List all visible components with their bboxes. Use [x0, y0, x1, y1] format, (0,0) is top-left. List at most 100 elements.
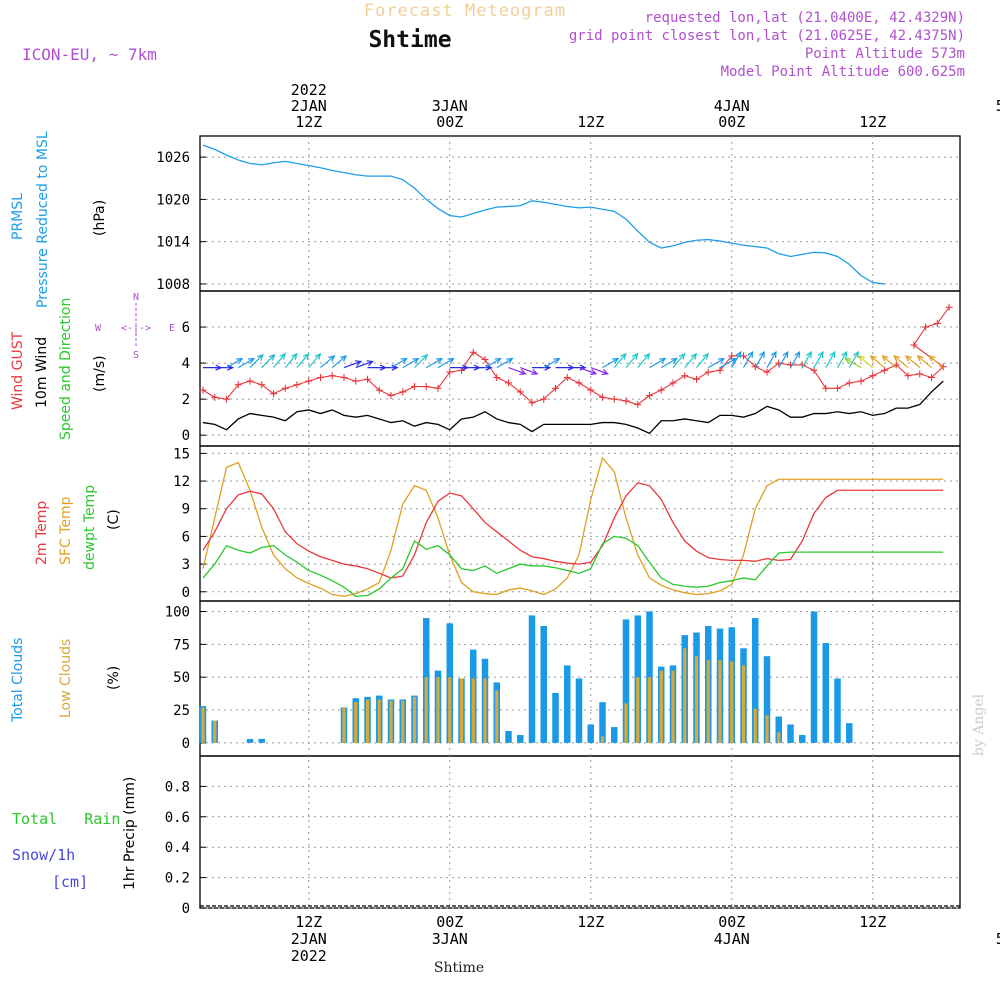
- low-cloud-bar: [342, 707, 346, 743]
- wind-arrow: [778, 351, 789, 368]
- total-cloud-label: Total Clouds: [10, 638, 26, 723]
- low-cloud-bar: [694, 656, 699, 743]
- low-cloud-bar: [600, 736, 605, 743]
- y-tick-label: 50: [173, 670, 190, 686]
- wind-arrow: [707, 358, 725, 369]
- wind-arrow-head: [852, 350, 859, 359]
- wind-arrow: [672, 353, 686, 368]
- total-cloud-bar: [787, 724, 794, 743]
- y-tick-label: 1008: [156, 277, 190, 293]
- wind-arrow: [320, 355, 335, 369]
- y-tick-label: 0: [182, 736, 190, 752]
- wind-arrow-head: [447, 357, 455, 364]
- pressure-line: [202, 144, 885, 285]
- total-cloud-bar: [834, 678, 841, 743]
- top-time-axis: 20222JAN12Z3JAN00Z12Z4JAN00Z12Z5JAN00Z: [291, 81, 1000, 131]
- wind-arrow: [905, 355, 921, 369]
- point-altitude: Point Altitude 573m: [805, 46, 965, 62]
- low-cloud-bar: [354, 702, 358, 743]
- wind-arrow-head: [494, 357, 502, 364]
- wind-arrow-head: [717, 357, 726, 364]
- wind-arrow: [331, 355, 347, 369]
- bottom-time-label: 12Z: [295, 913, 322, 931]
- wind-arrow-head: [302, 352, 310, 360]
- total-cloud-bar: [587, 724, 594, 743]
- total-cloud-bar: [799, 734, 806, 743]
- wind-arrow: [813, 351, 824, 368]
- wind-arrow: [402, 358, 419, 369]
- pressure-label: Pressure Reduced to MSL: [35, 131, 51, 308]
- wind-arrow-head: [770, 350, 777, 359]
- wind-arrow: [893, 355, 909, 369]
- bottom-time-label: 00Z: [718, 913, 745, 931]
- dewpt-line: [202, 535, 944, 598]
- total-cloud-bar: [517, 734, 524, 743]
- rain-label: Total Rain: [12, 810, 120, 828]
- precip-panel-frame: [199, 755, 961, 909]
- total-cloud-bar: [810, 611, 818, 743]
- low-cloud-bar: [741, 665, 746, 743]
- pressure-panel-frame: [199, 135, 961, 292]
- wind-arrow-head: [620, 352, 627, 360]
- wind-arrow-head: [805, 350, 812, 359]
- wind-arrow-head: [421, 353, 429, 361]
- y-tick-label: 0: [182, 428, 190, 444]
- wind-arrow: [660, 358, 678, 369]
- cloud-unit: (%): [106, 666, 122, 690]
- wind-arrow: [731, 351, 742, 368]
- top-time-label: 5JAN: [996, 97, 1000, 115]
- low-cloud-bar: [412, 696, 417, 743]
- y-tick-label: 1026: [156, 150, 190, 166]
- low-cloud-bar: [765, 715, 769, 743]
- top-time-label: 3JAN: [432, 97, 468, 115]
- total-cloud-bar: [564, 665, 571, 743]
- y-tick-label: 6: [182, 320, 190, 336]
- y-tick-label: 12: [173, 474, 190, 490]
- y-tick-label: 1020: [156, 192, 190, 208]
- wind-arrow: [637, 353, 650, 368]
- wind-arrow: [684, 353, 697, 368]
- wind-arrow-head: [291, 352, 298, 360]
- wind-arrow: [696, 353, 709, 368]
- y-tick-label: 75: [173, 637, 190, 653]
- wind-arrow: [742, 351, 754, 368]
- wind-arrow-head: [904, 355, 912, 362]
- wind-arrow: [836, 351, 848, 368]
- wind-arrow-head: [702, 352, 709, 360]
- low-cloud-bar: [365, 699, 370, 743]
- wind-arrow-head: [247, 357, 256, 364]
- compass-n: N: [133, 292, 139, 303]
- bottom-time-label: 12Z: [859, 913, 886, 931]
- wind-arrow: [237, 358, 255, 369]
- wind-arrow-head: [659, 357, 667, 364]
- wind-arrow: [496, 358, 513, 369]
- footer-location: Shtime: [434, 960, 484, 976]
- y-tick-label: 0.2: [165, 871, 190, 887]
- low-cloud-bar: [459, 678, 464, 743]
- precip-unit: 1hr Precip (mm): [122, 777, 138, 890]
- low-cloud-bar: [389, 700, 393, 743]
- low-cloud-bar: [753, 708, 757, 743]
- wind-arrow: [273, 353, 286, 368]
- y-tick-label: 100: [165, 605, 190, 621]
- y-tick-labels: 1008 1014 1020 1026 0 2 4 6 0 3 6 9 12 15 0 25 50 75 100 0 0…: [156, 150, 190, 917]
- sfc-temp-line: [202, 456, 944, 598]
- wind-arrow: [917, 355, 932, 369]
- total-cloud-bar: [622, 619, 630, 743]
- top-time-label: 00Z: [436, 113, 463, 131]
- wind-arrow: [801, 351, 812, 368]
- total-cloud-bar: [646, 611, 653, 743]
- model-label: ICON-EU, ~ 7km: [22, 45, 157, 64]
- wind-arrow-head: [817, 350, 824, 359]
- top-time-label: 2JAN: [291, 97, 327, 115]
- low-cloud-bar: [471, 678, 475, 743]
- low-cloud-bar: [777, 732, 781, 743]
- wind-arrow: [882, 355, 897, 369]
- requested-coords: requested lon,lat (21.0400E, 42.4329N): [645, 10, 965, 26]
- bottom-time-label: 2JAN: [291, 930, 327, 948]
- wind-arrow-head: [506, 357, 514, 364]
- wind-arrow-head: [678, 352, 686, 360]
- wind-arrow: [484, 358, 501, 369]
- wind-arrow-head: [236, 357, 244, 364]
